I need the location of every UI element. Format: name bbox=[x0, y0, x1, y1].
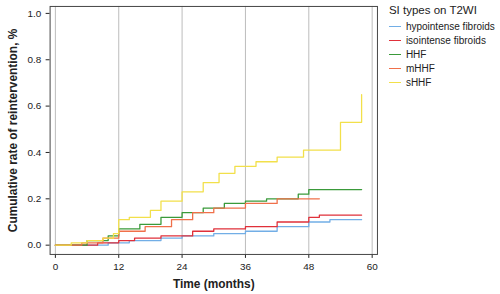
html-text:mHHF: mHHF bbox=[405, 62, 435, 74]
html-text:HHF: HHF bbox=[405, 48, 427, 60]
svg-text:24: 24 bbox=[177, 261, 189, 272]
html-text:sHHF: sHHF bbox=[405, 76, 432, 88]
svg-text:0.0: 0.0 bbox=[27, 239, 41, 250]
svg-text:60: 60 bbox=[367, 261, 379, 272]
svg-text:Time (months): Time (months) bbox=[173, 277, 255, 291]
svg-text:0.2: 0.2 bbox=[27, 193, 41, 204]
svg-text:36: 36 bbox=[240, 261, 252, 272]
svg-text:0.4: 0.4 bbox=[27, 147, 41, 158]
svg-text:0: 0 bbox=[53, 261, 59, 272]
html-text:hypointense fibroids: hypointense fibroids bbox=[405, 20, 495, 32]
svg-text:48: 48 bbox=[303, 261, 315, 272]
html-text:SI types on T2WI: SI types on T2WI bbox=[388, 4, 477, 16]
svg-text:12: 12 bbox=[113, 261, 125, 272]
svg-text:0.8: 0.8 bbox=[27, 54, 41, 65]
html-text:isointense fibroids: isointense fibroids bbox=[405, 34, 486, 46]
svg-text:0.6: 0.6 bbox=[27, 100, 41, 111]
svg-text:1.0: 1.0 bbox=[27, 8, 41, 19]
svg-text:Cumulative rate of reintervent: Cumulative rate of reintervention, % bbox=[6, 28, 20, 232]
